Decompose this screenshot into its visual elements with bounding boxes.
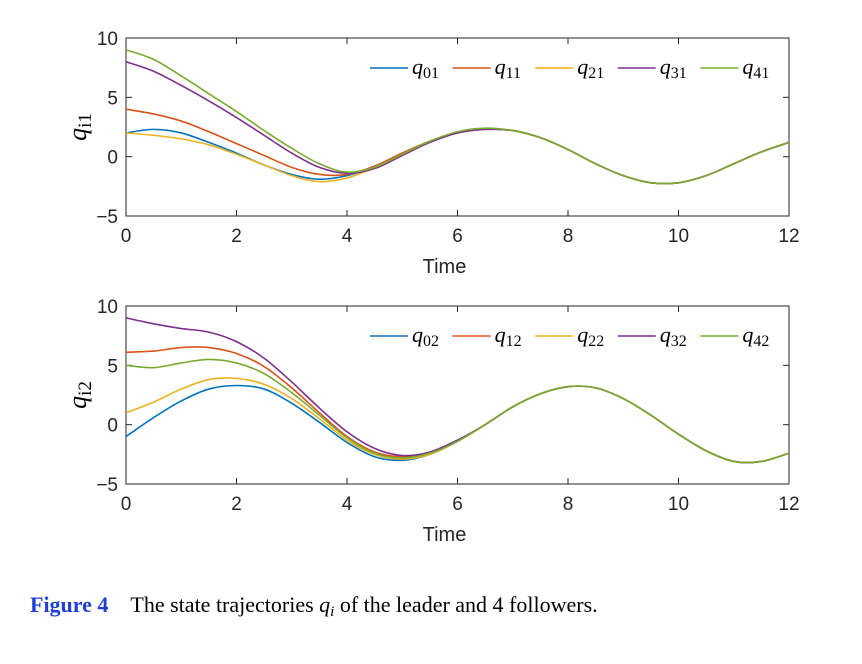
- x-tick-label: 10: [668, 494, 689, 515]
- legend-label-subscript: 12: [506, 333, 522, 350]
- y-axis-title-subscript: i1: [75, 113, 96, 128]
- y-tick-label: 10: [97, 297, 118, 318]
- legend-label-subscript: 42: [753, 333, 769, 350]
- legend-label-q31: q31: [660, 54, 687, 82]
- legend-label-subscript: 31: [671, 65, 687, 82]
- x-tick-label: 0: [121, 494, 132, 515]
- y-tick-label: 10: [97, 29, 118, 50]
- legend-label-base: q: [577, 54, 588, 79]
- x-tick-label: 6: [452, 494, 463, 515]
- series-group: [126, 317, 789, 464]
- figure-caption: Figure 4 The state trajectories qi of the…: [30, 592, 850, 621]
- y-tick-label: −5: [96, 207, 118, 228]
- legend-label-base: q: [412, 54, 423, 79]
- legend-label-subscript: 11: [506, 65, 521, 82]
- y-tick-label: 0: [107, 416, 118, 437]
- legend-label-q41: q41: [742, 54, 769, 82]
- y-axis-title-base: q: [63, 128, 92, 141]
- y-tick-label: 0: [107, 148, 118, 169]
- legend-label-subscript: 02: [423, 333, 439, 350]
- y-axis-title: qi1: [63, 113, 96, 141]
- x-tick-label: 4: [342, 226, 353, 247]
- x-tick-label: 8: [563, 226, 574, 247]
- x-tick-label: 12: [778, 494, 799, 515]
- legend-label-subscript: 21: [588, 65, 604, 82]
- series-line-q41: [126, 49, 789, 185]
- legend-label-base: q: [660, 322, 671, 347]
- legend-label-subscript: 22: [588, 333, 604, 350]
- legend-label-q01: q01: [412, 54, 439, 82]
- legend-label-base: q: [742, 322, 753, 347]
- legend-1: q01 q11 q21 q31 q41: [366, 50, 779, 86]
- x-tick-label: 6: [452, 226, 463, 247]
- caption-text-before: The state trajectories: [130, 592, 320, 617]
- series-line-q42: [126, 358, 789, 464]
- x-tick-label: 0: [121, 226, 132, 247]
- legend-label-subscript: 32: [671, 333, 687, 350]
- y-axis-title-subscript: i2: [75, 381, 96, 396]
- x-tick-label: 2: [231, 226, 242, 247]
- y-axis-title-base: q: [63, 396, 92, 409]
- caption-label: Figure 4: [30, 592, 109, 617]
- y-tick-label: 5: [107, 88, 118, 109]
- series-group: [126, 49, 789, 185]
- legend-label-base: q: [412, 322, 423, 347]
- caption-variable: q: [319, 592, 331, 617]
- x-axis-title: Time: [423, 524, 467, 546]
- legend-label-subscript: 01: [423, 65, 439, 82]
- x-tick-label: 8: [563, 494, 574, 515]
- x-tick-label: 12: [778, 226, 799, 247]
- x-tick-label: 10: [668, 226, 689, 247]
- x-tick-label: 4: [342, 494, 353, 515]
- caption-text-after: of the leader and 4 followers.: [334, 592, 598, 617]
- legend-2: q02 q12 q22 q32 q42: [366, 318, 779, 354]
- caption-variable-subscript: i: [330, 604, 335, 620]
- legend-label-q21: q21: [577, 54, 604, 82]
- legend-label-q32: q32: [660, 322, 687, 350]
- legend-label-base: q: [495, 322, 506, 347]
- legend-label-q42: q42: [742, 322, 769, 350]
- legend-label-base: q: [577, 322, 588, 347]
- y-tick-label: 5: [107, 356, 118, 377]
- x-tick-label: 2: [231, 494, 242, 515]
- y-axis-title: qi2: [63, 381, 96, 409]
- legend-label-subscript: 41: [753, 65, 769, 82]
- y-tick-label: −5: [96, 475, 118, 496]
- legend-label-q02: q02: [412, 322, 439, 350]
- legend-label-base: q: [742, 54, 753, 79]
- legend-label-base: q: [495, 54, 506, 79]
- x-axis-title: Time: [423, 256, 467, 278]
- legend-label-q22: q22: [577, 322, 604, 350]
- legend-label-q12: q12: [495, 322, 522, 350]
- legend-label-q11: q11: [495, 54, 521, 82]
- legend-label-base: q: [660, 54, 671, 79]
